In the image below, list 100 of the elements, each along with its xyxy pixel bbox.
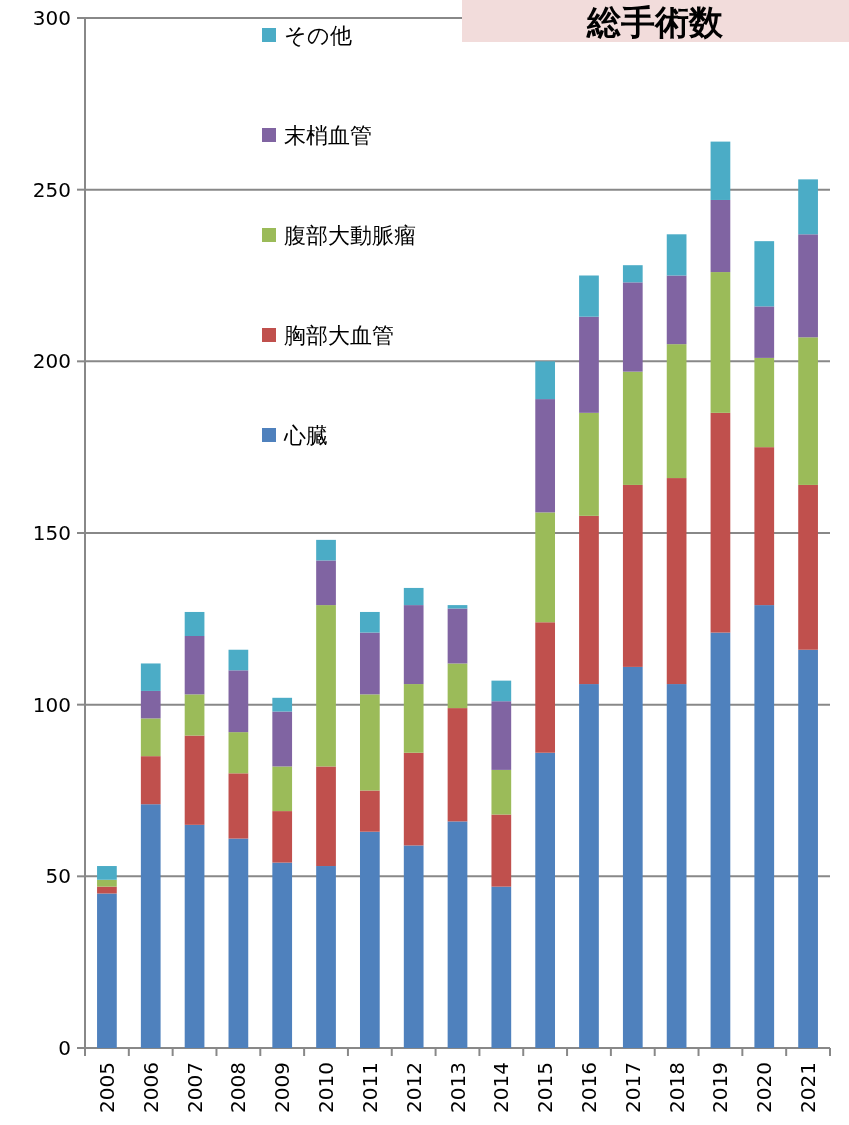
legend-label: 末梢血管 — [284, 123, 372, 148]
bar — [403, 587, 424, 606]
bar — [272, 711, 293, 767]
bar — [228, 670, 249, 733]
bar — [579, 684, 599, 1048]
bar — [359, 790, 380, 832]
bar — [710, 632, 731, 1048]
bar — [359, 831, 380, 1048]
x-tick-label: 2009 — [270, 1062, 295, 1113]
bar — [272, 811, 293, 863]
bar — [97, 886, 117, 894]
bar — [447, 821, 468, 1048]
bar — [622, 666, 643, 1048]
bar — [228, 838, 249, 1048]
bar — [798, 484, 818, 650]
bar — [579, 412, 599, 516]
bar — [798, 649, 818, 1048]
x-tick-label: 2019 — [708, 1062, 733, 1113]
bar — [140, 756, 161, 805]
x-tick-label: 2013 — [445, 1062, 470, 1113]
bar — [359, 632, 380, 695]
bar — [447, 605, 468, 609]
bar — [798, 179, 818, 235]
legend-label: 胸部大血管 — [284, 323, 394, 348]
bar — [184, 611, 205, 636]
x-tick-label: 2007 — [182, 1062, 207, 1113]
bar — [491, 886, 512, 1048]
bar — [403, 605, 424, 685]
bar — [184, 694, 205, 736]
bar — [666, 275, 687, 345]
x-tick-label: 2017 — [620, 1062, 645, 1113]
bar — [710, 141, 731, 200]
bar — [272, 862, 293, 1048]
bar — [622, 371, 643, 485]
x-tick-label: 2008 — [226, 1062, 251, 1113]
bar — [403, 845, 424, 1048]
bar — [316, 560, 336, 606]
bar — [666, 344, 687, 479]
bar — [97, 879, 117, 887]
bar — [491, 769, 512, 815]
bar — [579, 275, 599, 317]
x-tick-label: 2021 — [796, 1062, 821, 1113]
bar — [491, 701, 512, 770]
bar — [579, 515, 599, 685]
y-tick-label: 150 — [32, 521, 71, 545]
bar — [184, 735, 205, 825]
y-tick-label: 100 — [32, 692, 71, 717]
legend-label: 心臓 — [283, 423, 328, 448]
bar — [579, 316, 599, 413]
legend-label: 腹部大動脈瘤 — [284, 223, 416, 248]
bar — [622, 265, 643, 283]
bar — [491, 814, 512, 887]
x-tick-label: 2018 — [664, 1062, 689, 1113]
y-tick-label: 50 — [45, 864, 71, 889]
x-tick-label: 2014 — [489, 1062, 514, 1113]
bar — [622, 282, 643, 372]
bar — [798, 234, 818, 338]
legend-label: その他 — [284, 23, 352, 48]
bar — [184, 636, 205, 695]
bar — [316, 539, 336, 561]
bar — [140, 690, 161, 719]
bar — [666, 684, 687, 1048]
y-tick-label: 300 — [32, 6, 71, 30]
bar — [447, 663, 468, 709]
bar — [798, 337, 818, 485]
bar — [403, 752, 424, 846]
bar — [97, 893, 117, 1048]
bar — [447, 608, 468, 664]
bar — [754, 306, 775, 358]
bar — [228, 649, 249, 671]
x-tick-label: 2012 — [401, 1062, 426, 1113]
bar — [140, 718, 161, 757]
bar — [535, 752, 556, 1048]
bar — [228, 732, 249, 774]
bar — [316, 605, 336, 767]
bar — [140, 663, 161, 691]
bar — [666, 478, 687, 685]
bar — [754, 241, 775, 307]
bar — [754, 447, 775, 606]
bar — [535, 399, 556, 513]
x-tick-label: 2016 — [576, 1062, 601, 1113]
bar — [359, 694, 380, 791]
y-tick-label: 200 — [32, 349, 71, 374]
bar — [316, 766, 336, 867]
x-tick-label: 2006 — [138, 1062, 163, 1113]
bar — [710, 412, 731, 633]
bar — [140, 804, 161, 1048]
bar — [666, 234, 687, 276]
bar — [710, 199, 731, 273]
bar — [447, 708, 468, 822]
bar — [184, 824, 205, 1048]
x-tick-label: 2020 — [752, 1062, 777, 1113]
x-tick-label: 2011 — [357, 1062, 382, 1113]
bar — [316, 866, 336, 1048]
bar — [710, 272, 731, 413]
bar — [535, 361, 556, 400]
bar — [491, 680, 512, 702]
bar — [97, 866, 117, 880]
bar — [535, 512, 556, 623]
bar — [272, 766, 293, 812]
